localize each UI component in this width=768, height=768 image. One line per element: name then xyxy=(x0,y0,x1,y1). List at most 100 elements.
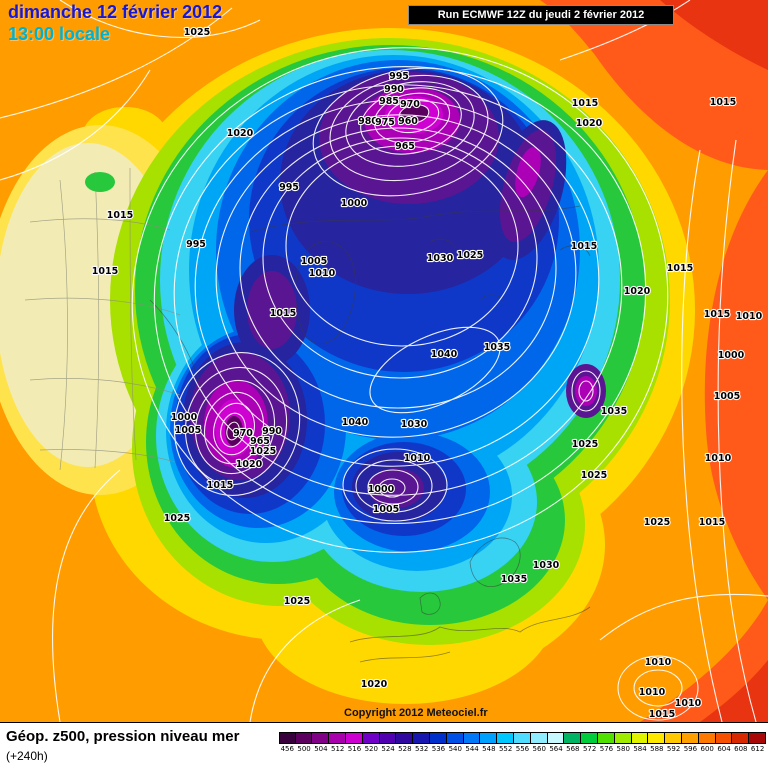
pressure-label: 1015 xyxy=(270,308,296,319)
pressure-label: 1035 xyxy=(601,406,627,417)
pressure-label: 1015 xyxy=(92,266,118,277)
legend-cell: 456 xyxy=(278,732,296,754)
legend-color-box xyxy=(329,732,347,744)
isobar-contours xyxy=(0,0,768,722)
legend-color-box xyxy=(379,732,397,744)
legend-value: 576 xyxy=(599,745,614,753)
legend-cell: 540 xyxy=(446,732,464,754)
legend-value: 600 xyxy=(700,745,714,753)
pressure-label: 960 xyxy=(398,116,418,127)
legend-cell: 532 xyxy=(413,732,431,754)
legend-value: 528 xyxy=(398,745,412,753)
legend-color-box xyxy=(295,732,313,744)
pressure-label: 1030 xyxy=(427,253,454,264)
legend-color-box xyxy=(463,732,481,744)
legend-value: 524 xyxy=(381,745,395,753)
legend-cell: 516 xyxy=(346,732,363,754)
pressure-label: 1015 xyxy=(571,241,597,252)
pressure-label: 1010 xyxy=(675,698,702,709)
legend-color-box xyxy=(598,732,615,744)
legend: 456 500 504 512 516 520 524 528 532 536 540 544 548 5… xyxy=(278,732,766,754)
pressure-label: 965 xyxy=(395,141,415,152)
pressure-label: 1000 xyxy=(368,484,395,495)
legend-color-box xyxy=(480,732,498,744)
time-label: 13:00 locale xyxy=(8,24,111,44)
legend-color-box xyxy=(715,732,733,744)
coastlines xyxy=(149,205,591,663)
legend-value: 548 xyxy=(482,745,496,753)
pressure-label: 1015 xyxy=(572,98,598,109)
pressure-label: 1020 xyxy=(361,679,388,690)
pressure-label: 1025 xyxy=(572,439,598,450)
legend-value: 556 xyxy=(515,745,530,753)
legend-cell: 556 xyxy=(514,732,531,754)
legend-color-box xyxy=(698,732,716,744)
geopotential-pressure-map: 1025102099510159951015100010051010101599… xyxy=(0,0,768,722)
legend-cell: 552 xyxy=(497,732,515,754)
legend-cell: 572 xyxy=(581,732,599,754)
legend-color-box xyxy=(732,732,750,744)
legend-cell: 600 xyxy=(698,732,716,754)
legend-cell: 608 xyxy=(732,732,750,754)
legend-cell: 504 xyxy=(312,732,330,754)
legend-value: 504 xyxy=(314,745,328,753)
pressure-label: 1020 xyxy=(227,128,254,139)
graticule-lines xyxy=(24,167,181,471)
legend-color-box xyxy=(564,732,582,744)
legend-cell: 588 xyxy=(648,732,666,754)
legend-color-box xyxy=(413,732,431,744)
legend-color-box xyxy=(346,732,363,744)
legend-color-box xyxy=(446,732,464,744)
legend-color-box xyxy=(648,732,666,744)
pressure-label: 995 xyxy=(279,182,299,193)
legend-cell: 568 xyxy=(564,732,582,754)
legend-cell: 560 xyxy=(530,732,548,754)
legend-value: 552 xyxy=(498,745,513,753)
pressure-label: 1015 xyxy=(207,480,233,491)
legend-value: 584 xyxy=(633,745,647,753)
legend-value: 500 xyxy=(297,745,311,753)
legend-cell: 528 xyxy=(396,732,414,754)
pressure-label: 1005 xyxy=(301,256,327,267)
legend-cell: 544 xyxy=(463,732,481,754)
legend-color-box xyxy=(547,732,565,744)
pressure-label: 1020 xyxy=(236,459,263,470)
pressure-label: 995 xyxy=(389,71,409,82)
pressure-label: 980 xyxy=(358,116,378,127)
legend-value: 512 xyxy=(330,745,345,753)
pressure-label: 1040 xyxy=(342,417,369,428)
legend-color-box xyxy=(631,732,649,744)
date-label: dimanche 12 février 2012 xyxy=(8,2,223,22)
legend-cell: 584 xyxy=(631,732,649,754)
legend-color-box xyxy=(514,732,531,744)
pressure-label: 1010 xyxy=(639,687,666,698)
legend-value: 612 xyxy=(750,745,765,753)
legend-value: 560 xyxy=(532,745,546,753)
pressure-label: 1025 xyxy=(284,596,310,607)
pressure-label: 1035 xyxy=(484,342,510,353)
pressure-label: 1025 xyxy=(184,27,210,38)
legend-color-box xyxy=(749,732,766,744)
pressure-label: 1030 xyxy=(533,560,560,571)
pressure-label: 1035 xyxy=(501,574,527,585)
copyright-label: Copyright 2012 Meteociel.fr xyxy=(344,707,488,719)
legend-cell: 512 xyxy=(329,732,347,754)
legend-value: 564 xyxy=(549,745,563,753)
legend-color-box xyxy=(396,732,414,744)
legend-value: 532 xyxy=(414,745,429,753)
pressure-label: 1010 xyxy=(404,453,431,464)
legend-color-box xyxy=(682,732,699,744)
legend-value: 608 xyxy=(734,745,748,753)
pressure-label: 1030 xyxy=(401,419,428,430)
pressure-label: 1000 xyxy=(718,350,745,361)
pressure-label: 1010 xyxy=(645,657,672,668)
legend-cell: 612 xyxy=(749,732,766,754)
legend-cell: 524 xyxy=(379,732,397,754)
footer-bar: Géop. z500, pression niveau mer (+240h) … xyxy=(0,722,768,768)
pressure-label: 965 xyxy=(250,436,270,447)
pressure-label: 1010 xyxy=(309,268,336,279)
pressure-label: 1000 xyxy=(341,198,368,209)
legend-cell: 604 xyxy=(715,732,733,754)
pressure-label: 1015 xyxy=(107,210,133,221)
pressure-label: 1005 xyxy=(714,391,740,402)
